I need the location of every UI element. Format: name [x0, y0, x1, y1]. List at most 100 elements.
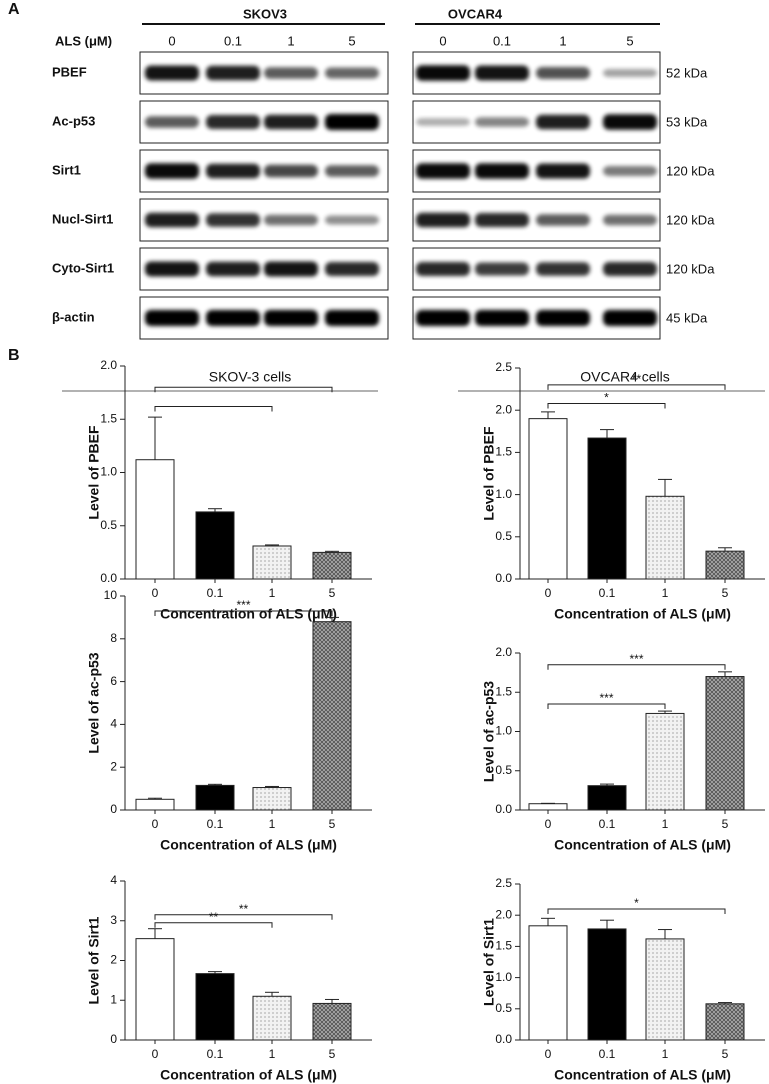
- x-tick-label: 1: [269, 586, 276, 600]
- bar: [705, 1003, 745, 1041]
- x-tick-label: 5: [329, 1047, 336, 1061]
- y-tick-label: 6: [110, 674, 117, 688]
- lane-label: 1: [559, 33, 566, 48]
- y-tick-label: 1.0: [495, 970, 512, 984]
- x-tick-label: 0: [545, 817, 552, 831]
- y-tick-label: 2.0: [495, 907, 512, 921]
- significance-bracket: [154, 610, 333, 616]
- significance-bracket: [154, 405, 273, 412]
- size-label: 52 kDa: [666, 65, 708, 80]
- band: [206, 213, 260, 227]
- bar: [135, 459, 175, 580]
- x-tick-label: 5: [722, 817, 729, 831]
- column-title: OVCAR4 cells: [580, 369, 669, 385]
- bar: [312, 621, 352, 811]
- significance-label: **: [209, 910, 219, 924]
- bar: [587, 785, 627, 811]
- band: [264, 164, 318, 178]
- band: [475, 213, 529, 227]
- size-label: 120 kDa: [666, 261, 715, 276]
- lane-label: 5: [626, 33, 633, 48]
- band: [416, 118, 470, 126]
- size-label: 45 kDa: [666, 310, 708, 325]
- band: [145, 212, 199, 228]
- band: [264, 214, 318, 226]
- y-tick-label: 2.0: [495, 402, 512, 416]
- band: [264, 310, 318, 326]
- bar: [528, 418, 568, 580]
- x-tick-label: 1: [269, 1047, 276, 1061]
- band: [536, 310, 590, 326]
- significance-label: **: [239, 902, 249, 916]
- band: [145, 310, 199, 326]
- significance-label: ***: [236, 598, 250, 612]
- y-axis-label: Level of PBEF: [86, 425, 102, 520]
- row-label: Sirt1: [52, 162, 81, 177]
- significance-bracket: [154, 922, 273, 928]
- band: [536, 262, 590, 276]
- x-tick-label: 0.1: [599, 1047, 616, 1061]
- y-tick-label: 10: [104, 588, 118, 602]
- band: [264, 67, 318, 79]
- x-tick-label: 0: [545, 1047, 552, 1061]
- bar: [252, 995, 292, 1041]
- band: [325, 310, 379, 326]
- y-tick-label: 0: [110, 1032, 117, 1046]
- significance-label: *: [634, 896, 639, 910]
- dose-label: ALS (μM): [55, 33, 112, 48]
- bar: [705, 550, 745, 580]
- bar: [528, 925, 568, 1041]
- bar: [252, 787, 292, 811]
- panel-label: A: [8, 1, 20, 18]
- band: [536, 163, 590, 179]
- x-tick-label: 0.1: [207, 586, 224, 600]
- band: [603, 166, 657, 176]
- band: [416, 212, 470, 228]
- y-tick-label: 0.5: [495, 529, 512, 543]
- band: [145, 163, 199, 179]
- x-tick-label: 5: [329, 586, 336, 600]
- significance-bracket: [547, 384, 726, 390]
- x-tick-label: 0: [152, 586, 159, 600]
- y-tick-label: 2.0: [100, 358, 117, 372]
- band: [416, 163, 470, 179]
- band: [206, 163, 260, 179]
- band: [325, 215, 379, 225]
- band: [145, 65, 199, 81]
- band: [145, 116, 199, 128]
- bar: [587, 928, 627, 1041]
- y-tick-label: 0.0: [495, 1032, 512, 1046]
- x-axis-label: Concentration of ALS (μM): [160, 1067, 337, 1083]
- band: [603, 262, 657, 276]
- band: [603, 114, 657, 130]
- significance-bracket: [154, 914, 333, 920]
- x-tick-label: 1: [662, 1047, 669, 1061]
- significance-bracket: [547, 402, 666, 409]
- band: [416, 310, 470, 326]
- band: [264, 114, 318, 130]
- y-tick-label: 0.0: [495, 571, 512, 585]
- y-tick-label: 2: [110, 953, 117, 967]
- x-tick-label: 1: [662, 586, 669, 600]
- y-tick-label: 0.5: [495, 763, 512, 777]
- lane-label: 1: [287, 33, 294, 48]
- y-tick-label: 1: [110, 992, 117, 1006]
- row-label: Cyto-Sirt1: [52, 260, 114, 275]
- x-axis-label: Concentration of ALS (μM): [160, 606, 337, 622]
- significance-label: ***: [599, 691, 613, 705]
- x-axis-label: Concentration of ALS (μM): [554, 1067, 731, 1083]
- bar: [312, 1002, 352, 1041]
- y-tick-label: 2.5: [495, 876, 512, 890]
- size-label: 120 kDa: [666, 212, 715, 227]
- significance-bracket: [547, 908, 726, 914]
- group-label: OVCAR4: [448, 6, 503, 21]
- significance-bracket: [547, 703, 666, 710]
- bar: [195, 784, 235, 811]
- x-tick-label: 1: [662, 817, 669, 831]
- x-axis-label: Concentration of ALS (μM): [554, 606, 731, 622]
- y-tick-label: 2: [110, 759, 117, 773]
- row-label: Ac-p53: [52, 113, 95, 128]
- y-axis-label: Level of Sirt1: [481, 918, 497, 1006]
- bar: [587, 437, 627, 580]
